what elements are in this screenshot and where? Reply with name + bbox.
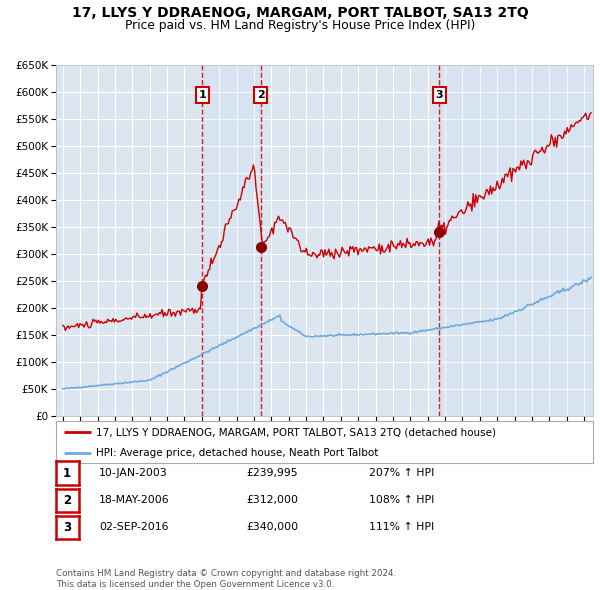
Text: 02-SEP-2016: 02-SEP-2016	[99, 523, 169, 532]
Text: 3: 3	[63, 521, 71, 534]
Text: 17, LLYS Y DDRAENOG, MARGAM, PORT TALBOT, SA13 2TQ (detached house): 17, LLYS Y DDRAENOG, MARGAM, PORT TALBOT…	[96, 427, 496, 437]
Text: £340,000: £340,000	[246, 523, 298, 532]
Text: 17, LLYS Y DDRAENOG, MARGAM, PORT TALBOT, SA13 2TQ: 17, LLYS Y DDRAENOG, MARGAM, PORT TALBOT…	[71, 6, 529, 20]
Text: Price paid vs. HM Land Registry's House Price Index (HPI): Price paid vs. HM Land Registry's House …	[125, 19, 475, 32]
Text: 111% ↑ HPI: 111% ↑ HPI	[369, 523, 434, 532]
Bar	[439, 65, 593, 416]
Text: 207% ↑ HPI: 207% ↑ HPI	[369, 468, 434, 478]
Text: HPI: Average price, detached house, Neath Port Talbot: HPI: Average price, detached house, Neat…	[96, 448, 379, 457]
Text: 1: 1	[199, 90, 206, 100]
Text: 2: 2	[257, 90, 265, 100]
Text: Contains HM Land Registry data © Crown copyright and database right 2024.
This d: Contains HM Land Registry data © Crown c…	[56, 569, 396, 589]
Text: £312,000: £312,000	[246, 496, 298, 505]
Text: 3: 3	[436, 90, 443, 100]
Bar	[202, 65, 260, 416]
Text: £239,995: £239,995	[246, 468, 298, 478]
Text: 10-JAN-2003: 10-JAN-2003	[99, 468, 168, 478]
Text: 18-MAY-2006: 18-MAY-2006	[99, 496, 170, 505]
Text: 1: 1	[63, 467, 71, 480]
Text: 108% ↑ HPI: 108% ↑ HPI	[369, 496, 434, 505]
Text: 2: 2	[63, 494, 71, 507]
